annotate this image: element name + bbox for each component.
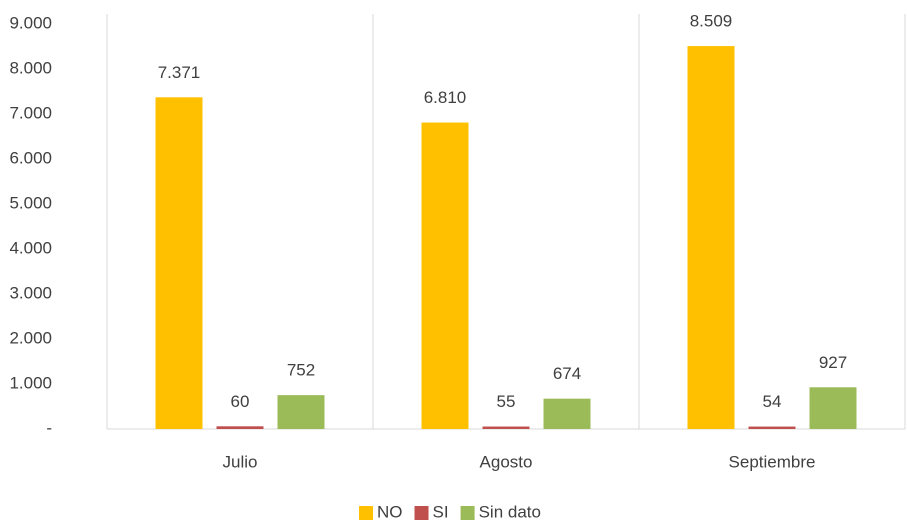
data-label: 674 — [553, 364, 581, 383]
legend-label: Sin dato — [479, 502, 541, 521]
bar — [277, 395, 325, 429]
bar — [216, 426, 264, 429]
data-label: 54 — [763, 392, 782, 411]
y-tick-label: 4.000 — [9, 238, 52, 257]
data-label: 60 — [231, 392, 250, 411]
bar — [687, 46, 735, 429]
legend-label: NO — [377, 502, 403, 521]
bar — [809, 387, 857, 429]
y-tick-label: 5.000 — [9, 193, 52, 212]
data-label: 752 — [287, 361, 315, 380]
data-label: 6.810 — [424, 88, 467, 107]
y-tick-label: 9.000 — [9, 13, 52, 32]
legend-label: SI — [433, 502, 449, 521]
bar — [482, 426, 530, 429]
legend-swatch — [460, 506, 475, 520]
legend-swatch — [359, 506, 374, 520]
legend-swatch — [414, 506, 429, 520]
bar — [421, 122, 469, 430]
bar — [748, 426, 796, 429]
y-tick-label: 6.000 — [9, 148, 52, 167]
y-tick-label: 8.000 — [9, 58, 52, 77]
data-label: 7.371 — [158, 63, 201, 82]
bar — [155, 97, 203, 430]
data-label: 55 — [497, 392, 516, 411]
x-tick-label: Agosto — [480, 452, 533, 471]
data-label: 8.509 — [690, 12, 733, 31]
x-tick-label: Julio — [223, 452, 258, 471]
y-tick-label: 3.000 — [9, 283, 52, 302]
data-label: 927 — [819, 353, 847, 372]
y-tick-label: 1.000 — [9, 373, 52, 392]
bar — [543, 398, 591, 429]
y-tick-label: 7.000 — [9, 103, 52, 122]
y-tick-label: - — [46, 418, 52, 437]
x-tick-label: Septiembre — [729, 452, 816, 471]
y-tick-label: 2.000 — [9, 328, 52, 347]
